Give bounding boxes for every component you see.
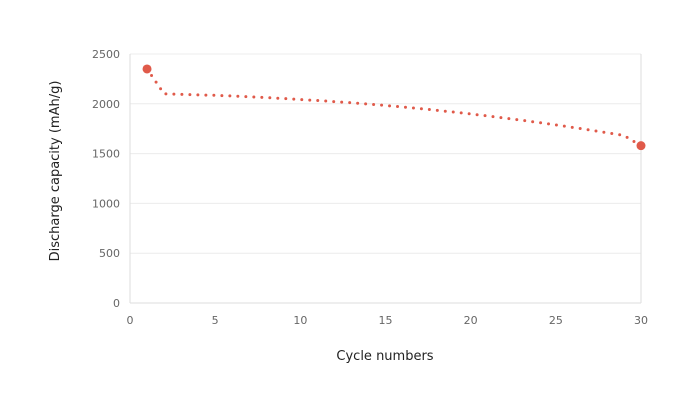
x-tick-label: 25 — [549, 314, 563, 327]
x-tick-label: 10 — [293, 314, 307, 327]
series-line — [145, 67, 643, 148]
y-tick-label: 2500 — [92, 48, 120, 61]
y-tick-label: 0 — [113, 297, 120, 310]
x-tick-label: 5 — [212, 314, 219, 327]
axis-layer — [129, 54, 642, 304]
x-tick-label: 15 — [379, 314, 393, 327]
series-discharge-capacity — [142, 64, 646, 151]
tick-labels: 0 500 1000 1500 2000 2500 0 5 10 15 20 25 30 — [92, 48, 648, 327]
x-tick-label: 0 — [127, 314, 134, 327]
y-tick-label: 2000 — [92, 98, 120, 111]
y-tick-label: 1000 — [92, 197, 120, 210]
x-axis-title: Cycle numbers — [336, 349, 433, 364]
grid-layer — [130, 53, 641, 254]
y-tick-label: 500 — [99, 247, 120, 260]
data-point-marker — [142, 64, 152, 74]
x-tick-label: 20 — [464, 314, 478, 327]
y-tick-label: 1500 — [92, 148, 120, 161]
y-axis-title: Discharge capacity (mAh/g) — [48, 81, 63, 262]
x-tick-label: 30 — [634, 314, 648, 327]
data-point-marker — [636, 141, 646, 151]
